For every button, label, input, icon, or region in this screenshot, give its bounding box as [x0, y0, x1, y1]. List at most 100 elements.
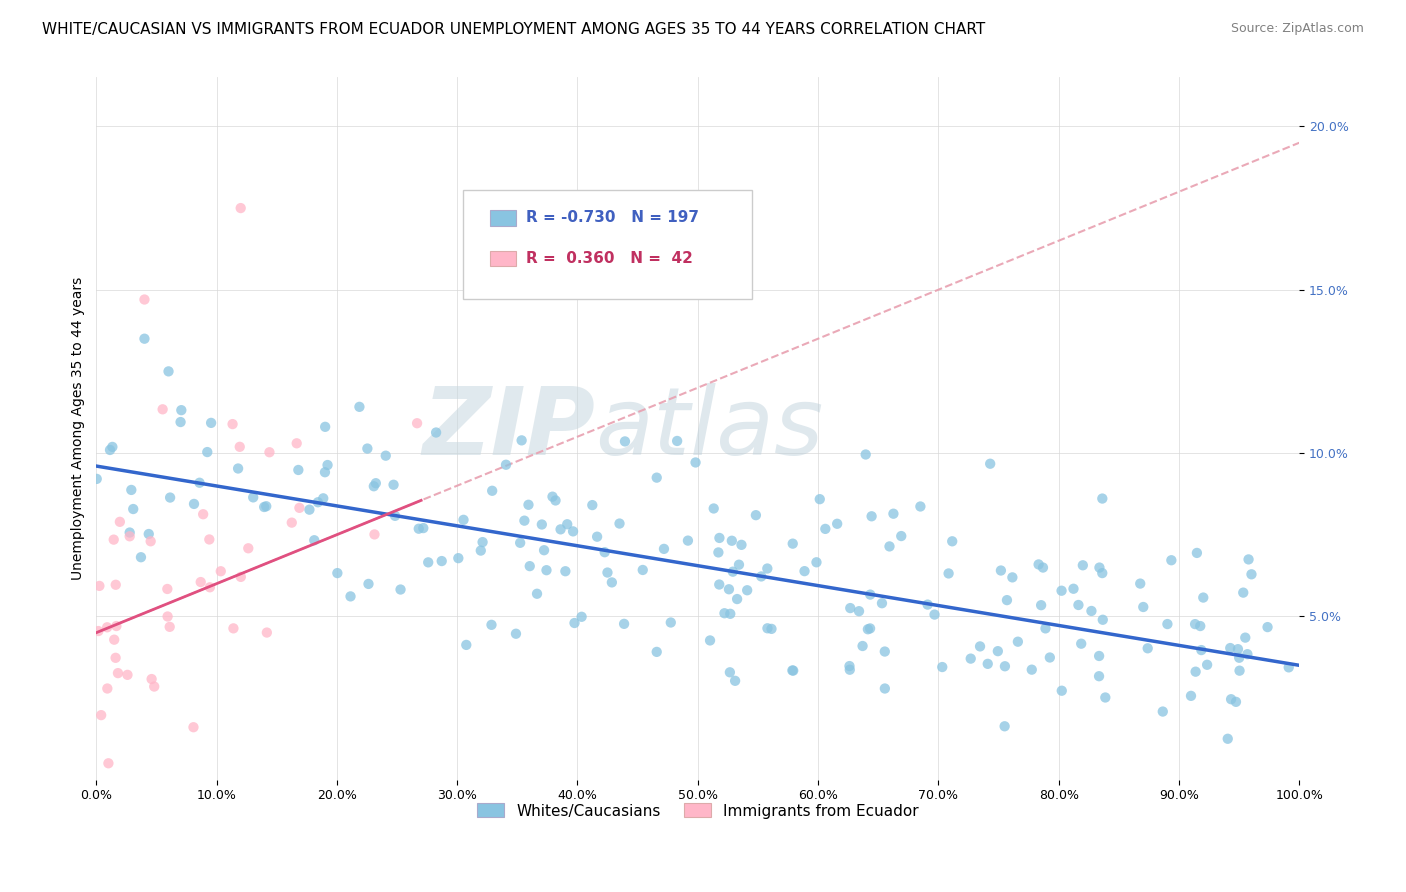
Point — [339, 590, 361, 604]
Point — [969, 640, 991, 654]
Point — [101, 440, 124, 454]
Point — [1226, 642, 1249, 657]
Point — [533, 543, 555, 558]
Point — [229, 440, 252, 454]
Point — [190, 575, 212, 590]
Point — [1129, 576, 1152, 591]
Point — [1216, 731, 1239, 746]
Point — [86, 472, 108, 486]
Point — [307, 495, 329, 509]
Point — [839, 601, 862, 615]
Point — [418, 555, 440, 569]
Point — [1227, 650, 1250, 665]
Point — [1032, 560, 1054, 574]
Point — [314, 420, 336, 434]
Point — [1080, 604, 1102, 618]
Point — [1094, 690, 1116, 705]
Point — [745, 508, 768, 523]
Point — [1028, 558, 1050, 572]
Point — [941, 534, 963, 549]
Point — [510, 434, 533, 448]
Point — [156, 582, 179, 596]
Point — [139, 534, 162, 549]
Point — [1236, 647, 1258, 661]
Point — [910, 500, 932, 514]
Point — [1197, 657, 1219, 672]
Point — [873, 681, 896, 696]
Point — [118, 529, 141, 543]
FancyBboxPatch shape — [489, 211, 516, 226]
Point — [1088, 648, 1111, 663]
Point — [1007, 634, 1029, 648]
Point — [117, 668, 139, 682]
Point — [613, 616, 636, 631]
Point — [609, 516, 631, 531]
Point — [326, 566, 349, 580]
Point — [870, 596, 893, 610]
Point — [221, 417, 243, 431]
Point — [593, 545, 616, 559]
Point — [728, 558, 751, 572]
Point — [645, 645, 668, 659]
Point — [1132, 599, 1154, 614]
Point — [471, 535, 494, 549]
Point — [1091, 566, 1114, 580]
Point — [1039, 650, 1062, 665]
Point — [782, 536, 804, 550]
Point — [1029, 598, 1052, 612]
Point — [676, 533, 699, 548]
Point — [122, 502, 145, 516]
Point — [157, 364, 180, 378]
Point — [1088, 669, 1111, 683]
Y-axis label: Unemployment Among Ages 35 to 44 years: Unemployment Among Ages 35 to 44 years — [72, 277, 86, 580]
Point — [1225, 695, 1247, 709]
Point — [1229, 664, 1251, 678]
Point — [1184, 617, 1206, 632]
Point — [1136, 641, 1159, 656]
Point — [513, 514, 536, 528]
Text: Source: ZipAtlas.com: Source: ZipAtlas.com — [1230, 22, 1364, 36]
Point — [730, 538, 752, 552]
Point — [685, 455, 707, 469]
Point — [756, 621, 779, 635]
Point — [838, 663, 860, 677]
Point — [90, 708, 112, 723]
Point — [453, 513, 475, 527]
Point — [890, 529, 912, 543]
Point — [364, 476, 387, 491]
Point — [806, 555, 828, 569]
Point — [1088, 560, 1111, 574]
Point — [990, 564, 1012, 578]
Point — [314, 465, 336, 479]
Point — [564, 615, 586, 630]
Point — [1278, 660, 1301, 674]
Point — [97, 756, 120, 771]
Point — [183, 497, 205, 511]
Point — [724, 673, 747, 688]
Point — [447, 551, 470, 566]
Point — [600, 575, 623, 590]
Text: atlas: atlas — [596, 383, 824, 474]
Point — [721, 533, 744, 548]
Point — [931, 660, 953, 674]
Point — [229, 201, 252, 215]
Text: WHITE/CAUCASIAN VS IMMIGRANTS FROM ECUADOR UNEMPLOYMENT AMONG AGES 35 TO 44 YEAR: WHITE/CAUCASIAN VS IMMIGRANTS FROM ECUAD… — [42, 22, 986, 37]
Point — [1189, 643, 1212, 657]
Point — [1091, 613, 1114, 627]
Point — [281, 516, 304, 530]
Point — [825, 516, 848, 531]
Point — [586, 530, 609, 544]
Point — [229, 570, 252, 584]
Point — [879, 540, 901, 554]
Point — [1257, 620, 1279, 634]
Point — [470, 543, 492, 558]
Point — [1091, 491, 1114, 506]
Point — [713, 606, 735, 620]
Point — [717, 582, 740, 597]
Point — [1160, 553, 1182, 567]
Point — [851, 639, 873, 653]
Point — [519, 559, 541, 574]
Point — [1050, 683, 1073, 698]
Point — [541, 490, 564, 504]
FancyBboxPatch shape — [489, 251, 516, 267]
